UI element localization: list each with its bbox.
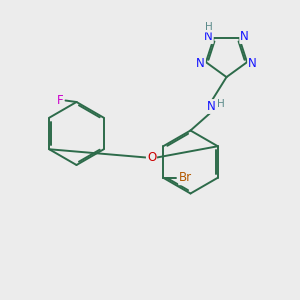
Text: F: F [57,94,63,107]
Text: N: N [204,30,213,43]
Text: O: O [147,151,156,164]
Text: N: N [248,57,257,70]
Text: H: H [217,99,225,109]
Text: N: N [240,30,249,43]
Text: H: H [205,22,212,32]
Text: Br: Br [179,171,192,184]
Text: N: N [196,57,205,70]
Text: N: N [207,100,216,113]
